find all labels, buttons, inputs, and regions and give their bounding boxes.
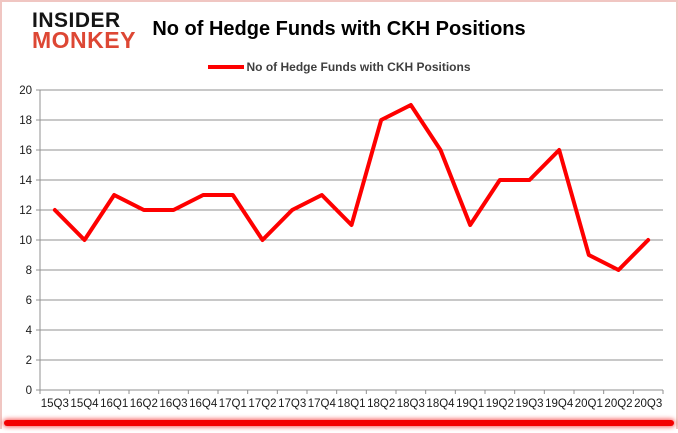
x-axis-label: 19Q4 — [545, 398, 574, 410]
data-line-series — [52, 103, 651, 272]
x-axis-label: 18Q4 — [426, 398, 455, 410]
legend-label: No of Hedge Funds with CKH Positions — [246, 60, 471, 74]
logo-text-insider: INSIDER — [32, 9, 121, 32]
x-axis-label: 16Q3 — [159, 398, 187, 410]
x-axis-label: 19Q1 — [456, 398, 484, 410]
logo-text-monkey: MONKEY — [32, 27, 136, 54]
x-axis-label: 16Q4 — [189, 398, 218, 410]
chart-legend: No of Hedge Funds with CKH Positions — [2, 60, 676, 74]
y-axis-label: 12 — [19, 205, 32, 217]
bottom-red-border — [4, 420, 674, 426]
y-axis-label: 8 — [26, 265, 32, 277]
x-axis-label: 19Q3 — [515, 398, 543, 410]
y-axis-label: 14 — [19, 175, 32, 187]
x-axis-label: 18Q2 — [367, 398, 395, 410]
x-axis-label: 18Q1 — [337, 398, 365, 410]
y-axis-label: 20 — [19, 85, 32, 97]
y-axis-label: 4 — [26, 325, 33, 337]
y-axis-label: 0 — [26, 385, 32, 397]
chart-title: No of Hedge Funds with CKH Positions — [152, 18, 526, 40]
y-axis-label: 6 — [26, 295, 32, 307]
x-axis-label: 20Q3 — [634, 398, 662, 410]
x-axis-label: 17Q4 — [308, 398, 337, 410]
x-axis-label: 17Q2 — [248, 398, 276, 410]
insider-monkey-logo: INSIDER MONKEY — [32, 9, 136, 54]
x-axis-label: 16Q1 — [100, 398, 128, 410]
x-axis-label: 17Q1 — [219, 398, 247, 410]
y-axis-label: 2 — [26, 355, 32, 367]
legend-line-swatch — [207, 65, 244, 69]
y-axis-label: 18 — [19, 115, 32, 127]
x-axis-label: 15Q3 — [41, 398, 69, 410]
y-axis-label: 16 — [19, 145, 32, 157]
x-axis-label: 17Q3 — [278, 398, 306, 410]
x-axis-label: 20Q1 — [575, 398, 603, 410]
x-axis-label: 15Q4 — [70, 398, 99, 410]
y-axis-label: 10 — [19, 235, 32, 247]
x-axis-label: 18Q3 — [397, 398, 425, 410]
x-axis-label: 20Q2 — [604, 398, 632, 410]
x-axis-label: 16Q2 — [130, 398, 158, 410]
x-axis-label: 19Q2 — [486, 398, 514, 410]
